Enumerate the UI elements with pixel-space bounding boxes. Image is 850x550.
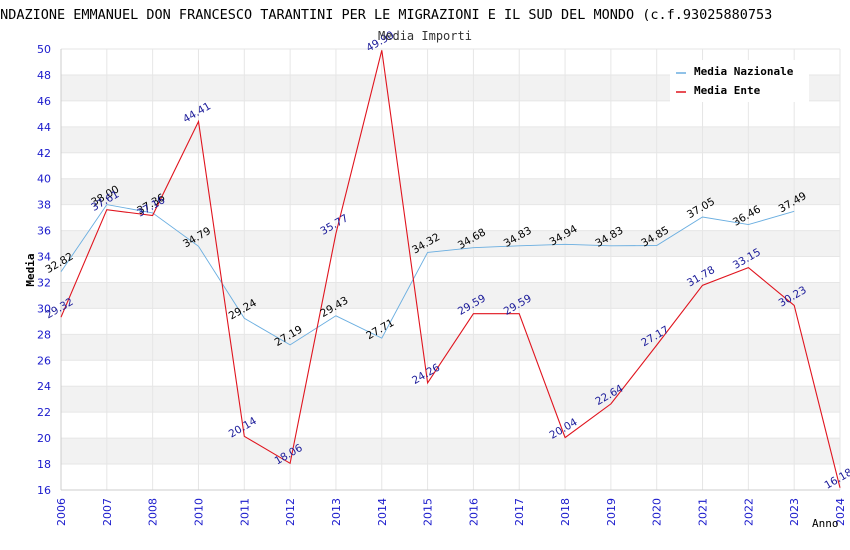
grid-bands: [61, 49, 840, 490]
x-tick-label: 2011: [238, 498, 251, 526]
x-tick-label: 2016: [467, 498, 480, 526]
grid-band: [61, 464, 840, 490]
y-tick-label: 46: [37, 95, 51, 108]
legend-label-media-nazionale: Media Nazionale: [694, 65, 794, 78]
x-tick-label: 2017: [513, 498, 526, 526]
grid-band: [61, 100, 840, 127]
x-tick-label: 2019: [605, 498, 618, 526]
x-tick-label: 2018: [559, 498, 572, 526]
y-tick-label: 50: [37, 43, 51, 56]
grid-band: [61, 282, 840, 309]
grid-lines: [61, 48, 840, 491]
y-tick-label: 44: [37, 121, 51, 134]
grid-band: [61, 204, 840, 231]
x-axis-label: Anno: [812, 517, 839, 530]
x-tick-label: 2010: [192, 498, 205, 526]
x-tick-label: 2020: [651, 498, 664, 526]
grid-band: [61, 126, 840, 153]
x-tick-label: 2012: [284, 498, 297, 526]
y-tick-label: 36: [37, 225, 51, 238]
series-line-media-nazionale: [60, 204, 795, 346]
y-tick-label: 22: [37, 406, 51, 419]
y-tick-label: 24: [37, 380, 51, 393]
y-tick-labels: 16 18 20 22 24 26 28 30 32 34 36 38 40 42 44 46 48 50: [37, 43, 51, 497]
chart-subtitle: Media Importi: [378, 29, 472, 43]
grid-band: [61, 438, 840, 465]
x-tick-label: 2008: [147, 498, 160, 526]
y-tick-label: 18: [37, 458, 51, 471]
y-tick-label: 28: [37, 328, 51, 341]
y-tick-label: 20: [37, 432, 51, 445]
x-tick-label: 2021: [697, 498, 710, 526]
x-tick-label: 2013: [330, 498, 343, 526]
legend: Media Nazionale Media Ente: [670, 60, 809, 102]
series-lines: [60, 50, 841, 488]
y-tick-label: 38: [37, 199, 51, 212]
y-axis-label: Media: [24, 253, 37, 286]
y-tick-label: 34: [37, 251, 51, 264]
y-tick-label: 26: [37, 354, 51, 367]
x-tick-label: 2014: [376, 498, 389, 526]
grid-band: [61, 256, 840, 283]
y-tick-label: 40: [37, 173, 51, 186]
x-tick-label: 2006: [55, 498, 68, 526]
legend-box: [670, 60, 809, 102]
x-tick-label: 2007: [101, 498, 114, 526]
grid-band: [61, 386, 840, 413]
y-tick-label: 42: [37, 147, 51, 160]
y-tick-label: 16: [37, 484, 51, 497]
grid-band: [61, 230, 840, 257]
y-tick-label: 48: [37, 69, 51, 82]
y-tick-label: 32: [37, 276, 51, 289]
grid-band: [61, 152, 840, 179]
x-tick-label: 2024: [834, 498, 847, 526]
grid-band: [61, 308, 840, 335]
grid-band: [61, 412, 840, 439]
y-tick-label: 30: [37, 302, 51, 315]
series-line-media-ente: [60, 50, 841, 488]
legend-label-media-ente: Media Ente: [694, 84, 761, 97]
x-tick-labels: 2006 2007 2008 2010 2011 2012 2013 2014 2015 2016…: [55, 498, 847, 526]
x-tick-label: 2015: [422, 498, 435, 526]
x-tick-label: 2023: [788, 498, 801, 526]
grid-band: [61, 360, 840, 387]
x-tick-label: 2022: [742, 498, 755, 526]
grid-band: [61, 178, 840, 205]
chart-title: ONDAZIONE EMMANUEL DON FRANCESCO TARANTI…: [0, 7, 772, 23]
